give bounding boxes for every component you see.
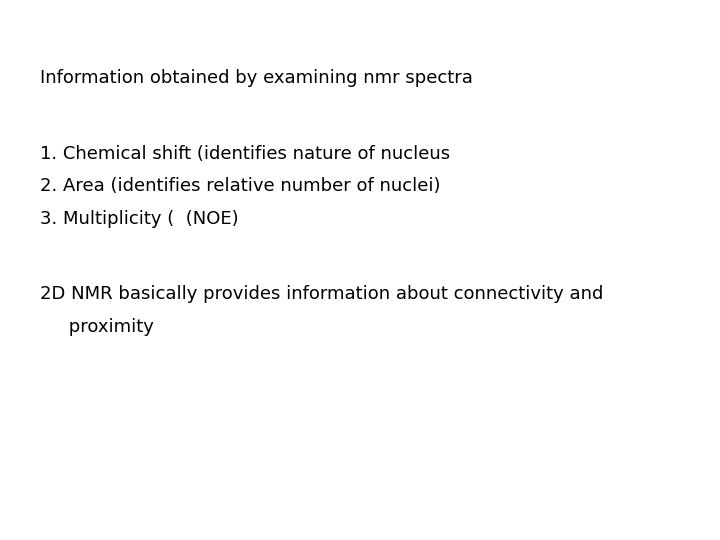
Text: 1. Chemical shift (identifies nature of nucleus: 1. Chemical shift (identifies nature of …	[40, 145, 450, 163]
Text: proximity: proximity	[40, 318, 153, 336]
Text: Information obtained by examining nmr spectra: Information obtained by examining nmr sp…	[40, 69, 472, 87]
Text: 3. Multiplicity (  (NOE): 3. Multiplicity ( (NOE)	[40, 210, 238, 228]
Text: 2. Area (identifies relative number of nuclei): 2. Area (identifies relative number of n…	[40, 177, 440, 195]
Text: 2D NMR basically provides information about connectivity and: 2D NMR basically provides information ab…	[40, 285, 603, 303]
